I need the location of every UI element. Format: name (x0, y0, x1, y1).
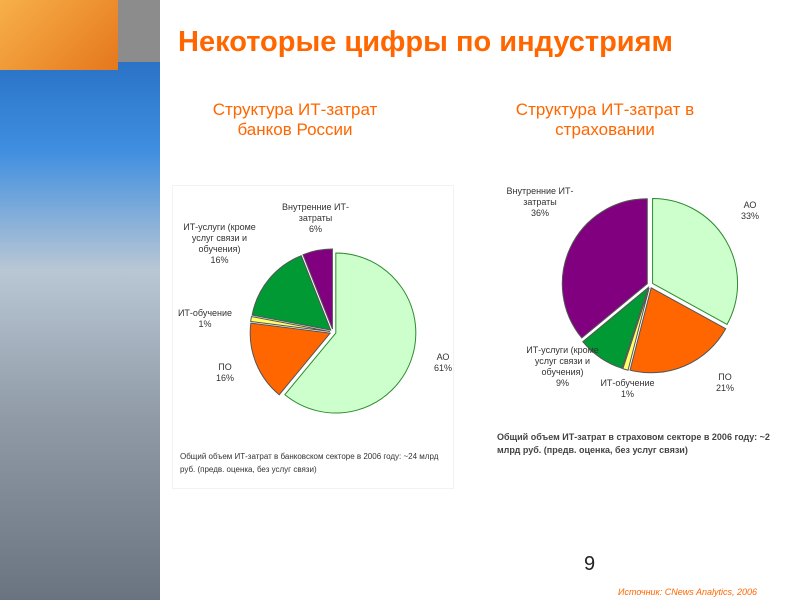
slice-label: ПО 21% (700, 372, 750, 394)
slice-label: ПО 16% (200, 362, 250, 384)
slice-value: 16% (215, 373, 234, 383)
slice-label: АО 61% (418, 352, 468, 374)
slice-name: ИТ-обучение (177, 308, 233, 318)
slice-value: 21% (715, 383, 734, 393)
slice-value: 9% (555, 378, 569, 388)
slice-label: ИТ-услуги (кроме услуг связи и обучения)… (172, 222, 267, 266)
pie-slice (250, 315, 331, 333)
pie-slice (582, 285, 650, 369)
slice-name: ИТ-услуги (кроме услуг связи и обучения) (526, 345, 599, 377)
slice-label: ИТ-услуги (кроме услуг связи и обучения)… (525, 345, 600, 389)
slice-name: ИТ-услуги (кроме услуг связи и обучения) (183, 222, 256, 254)
slice-value: 33% (740, 211, 759, 221)
slice-value: 1% (620, 389, 634, 399)
slice-name: ПО (218, 362, 232, 372)
slice-name: ПО (718, 372, 732, 382)
slice-name: АО (743, 200, 757, 210)
note: Общий объем ИТ-затрат в страховом сектор… (497, 432, 770, 455)
slice-label: Внутренние ИТ-затраты 6% (278, 202, 353, 235)
page-number: 9 (584, 553, 596, 575)
chart-title: Структура ИТ-затрат банков России (212, 100, 378, 139)
slice-value: 1% (198, 319, 212, 329)
slice-value: 6% (308, 224, 322, 234)
slice-label: Внутренние ИТ-затраты 36% (500, 186, 580, 219)
note: Общий объем ИТ-затрат в банковском секто… (180, 452, 439, 474)
pie-slice (629, 287, 727, 374)
slice-name: Внутренние ИТ-затраты (506, 186, 574, 207)
pie-slice (302, 248, 333, 330)
pie-slice (561, 198, 648, 339)
slice-name: ИТ-обучение (600, 378, 655, 388)
slice-label: АО 33% (725, 200, 775, 222)
slice-value: 36% (530, 208, 549, 218)
source: Источник: CNews Analytics, 2006 (618, 587, 758, 597)
slice-label: ИТ-обучение 1% (175, 308, 235, 330)
pie-slice (249, 322, 332, 396)
slice-label: ИТ-обучение 1% (600, 378, 655, 400)
slice-value: 61% (433, 363, 452, 373)
slice-value: 16% (210, 255, 229, 265)
chart-title: Структура ИТ-затрат в страховании (515, 100, 695, 139)
decor-strip (0, 0, 160, 600)
slice-name: АО (436, 352, 450, 362)
decor-orange (0, 0, 118, 70)
decor-square (118, 0, 160, 62)
slide-title: Некоторые цифры по индустриям (178, 26, 674, 58)
pie-slice (251, 255, 332, 331)
slice-name: Внутренние ИТ-затраты (281, 202, 350, 223)
pie-slice (622, 287, 650, 371)
pie-slice (652, 197, 739, 326)
pie-slice (284, 252, 417, 414)
